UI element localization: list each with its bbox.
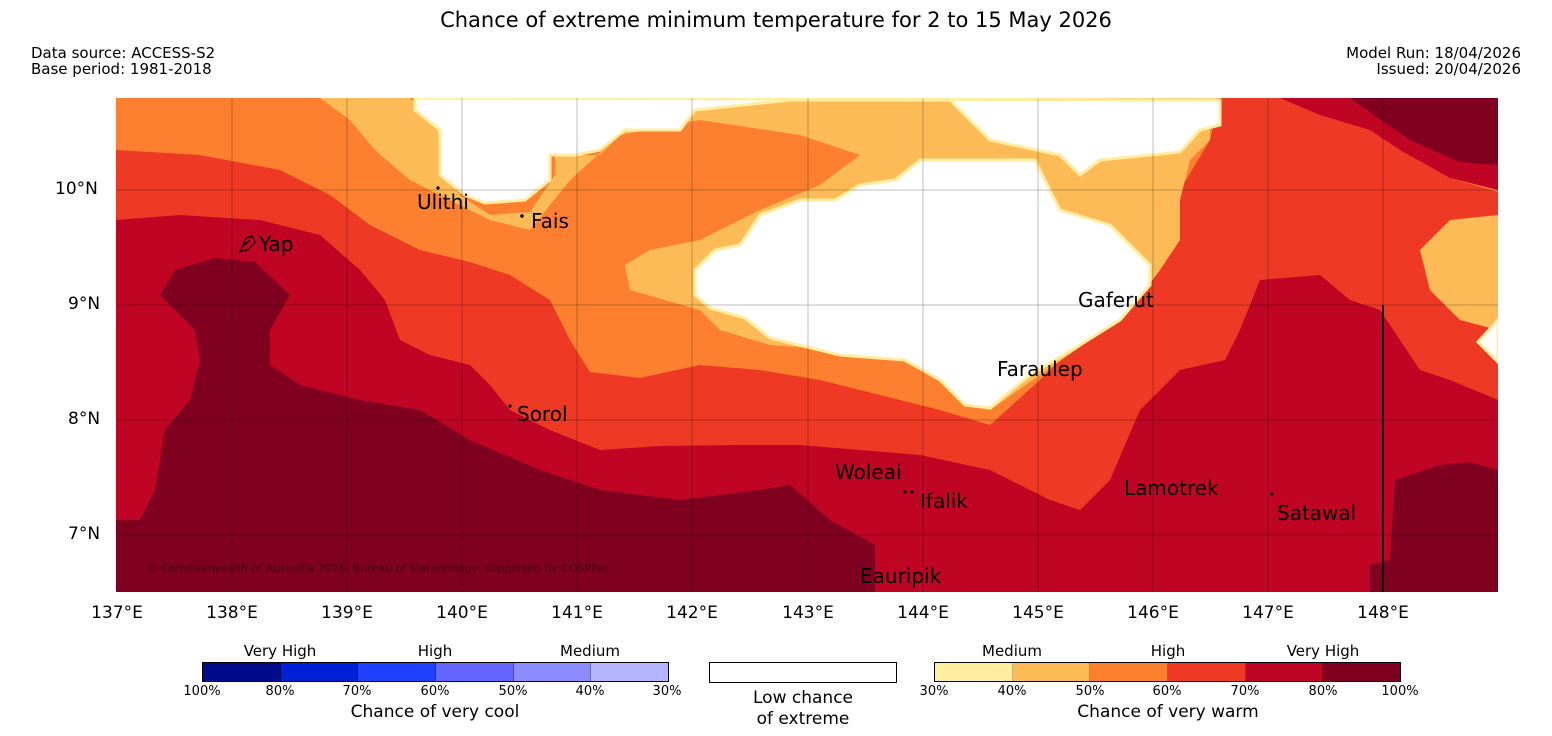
- lon-label-145e: 145°E: [1012, 603, 1064, 623]
- lon-label-148e: 148°E: [1357, 603, 1409, 623]
- cool-tick-1: 80%: [265, 684, 295, 699]
- zone-low-chance: [413, 98, 1222, 205]
- issued-date: Issued: 20/04/2026: [1376, 60, 1521, 78]
- cool-tick-6: 30%: [652, 684, 682, 699]
- zone-low-chance-center: [693, 158, 1152, 410]
- meta-left: Data source: ACCESS-S2 Base period: 1981…: [31, 45, 215, 77]
- warm-swatch-6: [1323, 663, 1401, 681]
- copyright-notice: © Commonwealth of Australia 2026, Bureau…: [147, 562, 611, 575]
- cool-tick-2: 70%: [342, 684, 372, 699]
- lon-label-139e: 139°E: [321, 603, 373, 623]
- place-lamotrek: Lamotrek: [1124, 476, 1219, 500]
- cool-tick-0: 100%: [183, 684, 221, 699]
- low-chance-caption-1: Low chance: [753, 688, 853, 708]
- warm-tick-6: 100%: [1381, 684, 1419, 699]
- place-sorol: Sorol: [517, 402, 568, 426]
- warm-swatch-2: [1012, 663, 1091, 681]
- zone-80-100-east: [1370, 462, 1498, 592]
- cool-swatch-5: [513, 663, 592, 681]
- warm-caption: Chance of very warm: [1077, 702, 1259, 722]
- cool-header-very-high: Very High: [243, 642, 317, 660]
- warm-tick-5: 80%: [1308, 684, 1338, 699]
- place-fais: Fais: [531, 209, 569, 233]
- place-yap: Yap: [259, 232, 294, 256]
- place-ulithi: Ulithi: [417, 190, 469, 214]
- warm-header-high: High: [1150, 642, 1186, 660]
- place-satawal: Satawal: [1277, 501, 1357, 525]
- warm-tick-4: 70%: [1230, 684, 1260, 699]
- lon-label-146e: 146°E: [1127, 603, 1179, 623]
- cool-tick-4: 50%: [498, 684, 528, 699]
- warm-tick-1: 40%: [997, 684, 1027, 699]
- lon-label-142e: 142°E: [666, 603, 718, 623]
- lat-label-8n: 8°N: [68, 409, 101, 429]
- zone-80-100: [116, 258, 875, 592]
- lon-label-144e: 144°E: [897, 603, 949, 623]
- cool-swatch-4: [436, 663, 514, 681]
- warm-tick-3: 60%: [1152, 684, 1182, 699]
- data-source: Data source: ACCESS-S2: [31, 44, 216, 62]
- warm-colorbar: [934, 662, 1401, 682]
- low-chance-caption-2: of extreme: [756, 709, 850, 729]
- meta-right: Model Run: 18/04/2026 Issued: 20/04/2026: [1346, 45, 1521, 77]
- base-period: Base period: 1981-2018: [31, 60, 212, 78]
- cool-swatch-6: [591, 663, 669, 681]
- zone-low-chance-east: [1475, 317, 1498, 365]
- chart-title: Chance of extreme minimum temperature fo…: [440, 8, 1112, 32]
- lon-label-137e: 137°E: [91, 603, 143, 623]
- place-woleai: Woleai: [835, 460, 902, 484]
- zone-80-100-ne: [1350, 98, 1498, 165]
- cool-tick-5: 40%: [575, 684, 605, 699]
- cool-swatch-3: [358, 663, 437, 681]
- place-ifalik: Ifalik: [920, 489, 968, 513]
- lat-label-7n: 7°N: [68, 524, 101, 544]
- warm-header-medium: Medium: [982, 642, 1042, 660]
- cool-swatch-2: [280, 663, 359, 681]
- cool-header-high: High: [417, 642, 453, 660]
- zone-40-50-east: [1420, 215, 1498, 330]
- warm-swatch-4: [1168, 663, 1246, 681]
- cool-swatch-1: [203, 663, 281, 681]
- lon-label-140e: 140°E: [436, 603, 488, 623]
- lon-label-141e: 141°E: [551, 603, 603, 623]
- place-eauripik: Eauripik: [860, 564, 942, 588]
- cool-tick-3: 60%: [420, 684, 450, 699]
- cool-colorbar: [202, 662, 669, 682]
- warm-tick-2: 50%: [1075, 684, 1105, 699]
- warm-header-very-high: Very High: [1286, 642, 1360, 660]
- warm-tick-0: 30%: [919, 684, 949, 699]
- warm-swatch-1: [935, 663, 1013, 681]
- lat-label-9n: 9°N: [68, 294, 101, 314]
- low-chance-swatch: [709, 662, 897, 683]
- place-faraulep: Faraulep: [997, 357, 1083, 381]
- place-gaferut: Gaferut: [1078, 288, 1154, 312]
- island-marks: [238, 186, 1274, 496]
- lon-label-147e: 147°E: [1242, 603, 1294, 623]
- warm-swatch-5: [1245, 663, 1324, 681]
- zone-70-80-column: [1265, 285, 1310, 350]
- lat-label-10n: 10°N: [55, 179, 98, 199]
- model-run: Model Run: 18/04/2026: [1346, 44, 1521, 62]
- warm-swatch-3: [1090, 663, 1169, 681]
- cool-caption: Chance of very cool: [350, 702, 520, 722]
- lon-label-138e: 138°E: [206, 603, 258, 623]
- lon-label-143e: 143°E: [782, 603, 834, 623]
- cool-header-medium: Medium: [560, 642, 620, 660]
